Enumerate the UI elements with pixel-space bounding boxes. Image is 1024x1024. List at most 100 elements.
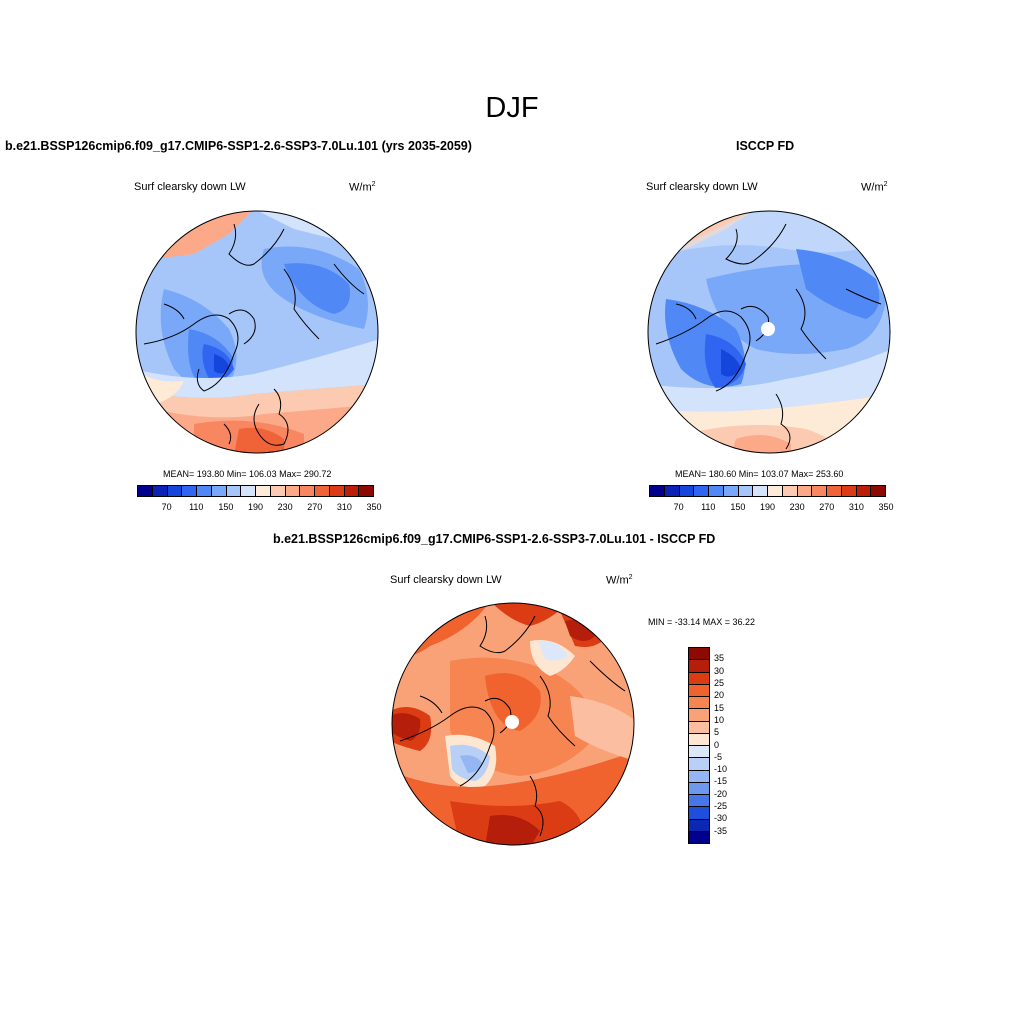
colorbar-swatch bbox=[285, 486, 301, 496]
colorbar-swatch bbox=[650, 486, 665, 496]
colorbar-swatch bbox=[689, 831, 709, 843]
colorbar-tick-label: -20 bbox=[714, 788, 728, 799]
colorbar-tick-label: 230 bbox=[789, 502, 805, 512]
colorbar-tick-label: 25 bbox=[714, 677, 725, 688]
colorbar-swatch bbox=[689, 672, 709, 685]
diff-units-label: W/m2 bbox=[606, 574, 633, 587]
colorbar-swatch bbox=[689, 819, 709, 832]
colorbar-swatch bbox=[841, 486, 857, 496]
obs-panel-title: ISCCP FD bbox=[736, 139, 795, 153]
model-polar-map bbox=[135, 210, 379, 454]
diff-stats: MIN = -33.14 MAX = 36.22 bbox=[648, 617, 756, 627]
colorbar-swatch bbox=[689, 721, 709, 734]
colorbar-swatch bbox=[782, 486, 798, 496]
colorbar-swatch bbox=[723, 486, 739, 496]
model-panel-title: b.e21.BSSP126cmip6.f09_g17.CMIP6-SSP1-2.… bbox=[5, 139, 472, 153]
colorbar-tick-label: 5 bbox=[714, 727, 720, 738]
colorbar-swatch bbox=[241, 486, 256, 496]
colorbar-swatch bbox=[689, 697, 709, 710]
colorbar-tick-label: 10 bbox=[714, 714, 725, 725]
colorbar-tick-label: -30 bbox=[714, 813, 728, 824]
colorbar-swatch bbox=[270, 486, 286, 496]
colorbar-swatch bbox=[664, 486, 680, 496]
colorbar-tick-label: 110 bbox=[701, 502, 716, 512]
obs-colorbar-ticks: 70 110 150 190 230 270 310 350 bbox=[649, 502, 894, 514]
model-stats: MEAN= 193.80 Min= 106.03 Max= 290.72 bbox=[163, 469, 332, 479]
colorbar-swatch bbox=[753, 486, 768, 496]
colorbar-swatch bbox=[689, 770, 709, 783]
colorbar-swatch bbox=[315, 486, 330, 496]
diff-polar-map bbox=[391, 602, 635, 846]
colorbar-swatch bbox=[709, 486, 724, 496]
diff-variable-label: Surf clearsky down LW bbox=[390, 574, 502, 586]
colorbar-tick-label: -35 bbox=[714, 825, 728, 836]
colorbar-swatch bbox=[768, 486, 783, 496]
colorbar-tick-label: 150 bbox=[730, 502, 746, 512]
colorbar-tick-label: 0 bbox=[714, 739, 720, 750]
colorbar-swatch bbox=[256, 486, 271, 496]
colorbar-tick-label: 150 bbox=[218, 502, 234, 512]
colorbar-swatch bbox=[197, 486, 212, 496]
colorbar-tick-label: -10 bbox=[714, 764, 728, 775]
colorbar-swatch bbox=[689, 733, 709, 746]
colorbar-swatch bbox=[689, 660, 709, 673]
pole-mask bbox=[761, 322, 775, 336]
colorbar-swatch bbox=[679, 486, 695, 496]
colorbar-tick-label: 70 bbox=[673, 502, 684, 512]
colorbar-swatch bbox=[182, 486, 197, 496]
colorbar-swatch bbox=[211, 486, 227, 496]
colorbar-swatch bbox=[689, 807, 709, 820]
colorbar-tick-label: 270 bbox=[819, 502, 835, 512]
colorbar-swatch bbox=[344, 486, 360, 496]
colorbar-tick-label: 350 bbox=[366, 502, 382, 512]
colorbar-tick-label: 270 bbox=[307, 502, 323, 512]
colorbar-swatch bbox=[329, 486, 345, 496]
colorbar-tick-label: 190 bbox=[759, 502, 776, 512]
colorbar-tick-label: 110 bbox=[189, 502, 204, 512]
diff-panel-title: b.e21.BSSP126cmip6.f09_g17.CMIP6-SSP1-2.… bbox=[273, 532, 716, 546]
colorbar-tick-label: 190 bbox=[247, 502, 264, 512]
pole-mask bbox=[505, 715, 519, 729]
colorbar-swatch bbox=[138, 486, 153, 496]
obs-colorbar bbox=[649, 485, 886, 497]
figure-title: DJF bbox=[485, 92, 539, 124]
colorbar-swatch bbox=[689, 795, 709, 808]
colorbar-swatch bbox=[797, 486, 813, 496]
colorbar-swatch bbox=[689, 758, 709, 771]
obs-polar-map bbox=[647, 210, 891, 454]
colorbar-tick-label: 20 bbox=[714, 690, 725, 701]
model-variable-label: Surf clearsky down LW bbox=[134, 181, 246, 193]
colorbar-swatch bbox=[300, 486, 315, 496]
colorbar-swatch bbox=[689, 648, 709, 661]
diff-colorbar bbox=[688, 647, 710, 844]
colorbar-tick-label: 230 bbox=[277, 502, 293, 512]
colorbar-swatch bbox=[689, 684, 709, 697]
diff-colorbar-ticks: 35 30 25 20 15 10 5 0 -5 -10 -15 -20 -25 -30 -35 bbox=[714, 647, 754, 844]
colorbar-tick-label: -15 bbox=[714, 776, 728, 787]
colorbar-swatch bbox=[167, 486, 183, 496]
colorbar-swatch bbox=[689, 709, 709, 722]
colorbar-tick-label: 350 bbox=[878, 502, 894, 512]
colorbar-tick-label: 15 bbox=[714, 702, 725, 713]
colorbar-swatch bbox=[152, 486, 168, 496]
colorbar-swatch bbox=[689, 746, 709, 759]
colorbar-swatch bbox=[871, 486, 885, 496]
colorbar-swatch bbox=[226, 486, 242, 496]
obs-stats: MEAN= 180.60 Min= 103.07 Max= 253.60 bbox=[675, 469, 844, 479]
colorbar-tick-label: 310 bbox=[848, 502, 864, 512]
colorbar-tick-label: -25 bbox=[714, 801, 728, 812]
colorbar-tick-label: 70 bbox=[161, 502, 172, 512]
model-colorbar-ticks: 70 110 150 190 230 270 310 350 bbox=[137, 502, 382, 514]
model-colorbar bbox=[137, 485, 374, 497]
colorbar-tick-label: 310 bbox=[336, 502, 352, 512]
colorbar-tick-label: -5 bbox=[714, 751, 723, 762]
colorbar-swatch bbox=[359, 486, 373, 496]
colorbar-swatch bbox=[812, 486, 827, 496]
colorbar-swatch bbox=[856, 486, 872, 496]
obs-units-label: W/m2 bbox=[861, 181, 888, 194]
obs-variable-label: Surf clearsky down LW bbox=[646, 181, 758, 193]
colorbar-swatch bbox=[827, 486, 842, 496]
colorbar-tick-label: 35 bbox=[714, 653, 725, 664]
colorbar-tick-label: 30 bbox=[714, 665, 725, 676]
colorbar-swatch bbox=[694, 486, 709, 496]
